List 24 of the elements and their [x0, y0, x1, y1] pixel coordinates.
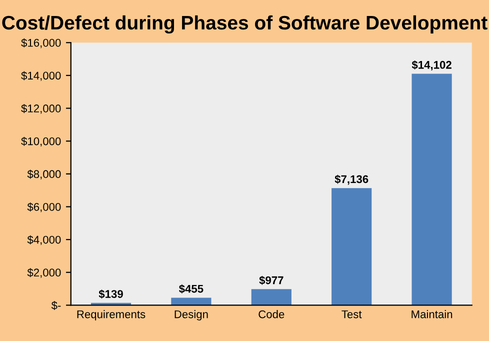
x-tick-label: Code — [258, 310, 284, 318]
x-tick-label: Requirements — [77, 310, 146, 320]
bar — [251, 289, 292, 306]
y-tick-label: $2,000 — [27, 268, 61, 278]
y-tick-label: $6,000 — [27, 202, 61, 212]
y-tick-label: $14,000 — [21, 71, 61, 81]
y-tick-label: $4,000 — [27, 235, 61, 245]
data-label: $14,102 — [412, 60, 452, 70]
bar — [412, 74, 452, 306]
y-tick-label: $8,000 — [27, 170, 61, 180]
y-tick-label: $- — [51, 300, 61, 310]
y-tick-label: $12,000 — [21, 104, 61, 114]
y-tick-label: $16,000 — [21, 38, 61, 48]
data-label: $7,136 — [334, 174, 368, 185]
x-tick-label: Design — [174, 310, 208, 320]
bar — [332, 188, 372, 306]
data-label: $139 — [98, 290, 123, 299]
data-label: $977 — [259, 276, 284, 285]
chart-title: Cost/Defect during Phases of Software Development — [2, 15, 488, 34]
x-tick-label: Test — [342, 310, 362, 318]
y-tick-label: $10,000 — [21, 136, 61, 147]
x-tick-label: Maintain — [412, 310, 452, 318]
bar — [171, 298, 212, 306]
data-label: $455 — [178, 284, 204, 294]
